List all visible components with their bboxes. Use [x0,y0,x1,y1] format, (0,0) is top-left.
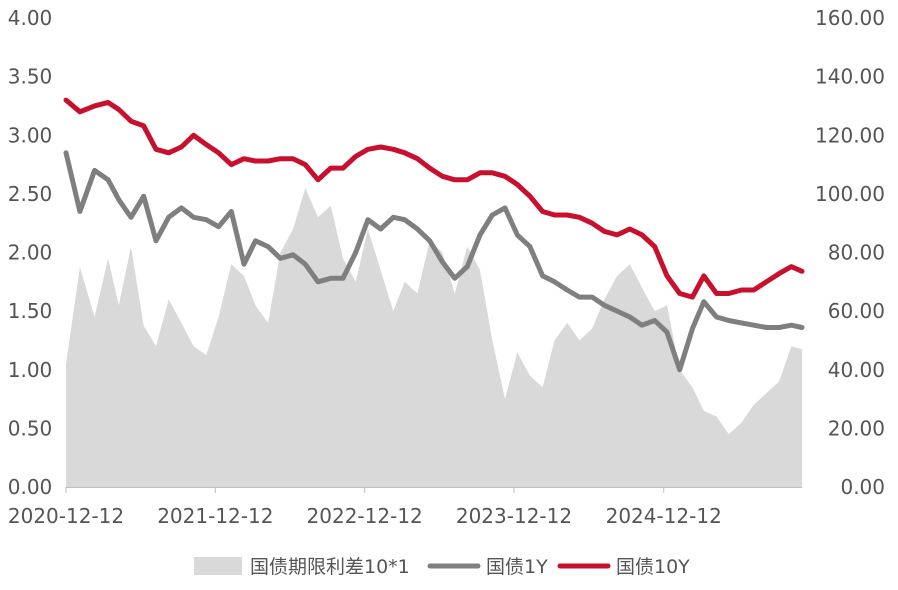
yield-lines-layer [63,97,805,373]
y-left-tick-label: 0.50 [8,416,53,440]
y-right-tick-label: 160.00 [815,6,885,30]
x-tick-label: 2020-12-12 [8,504,124,528]
y-right-tick-label: 80.00 [828,241,885,265]
series-area-spread [66,188,802,487]
y-right-tick-label: 20.00 [828,416,885,440]
spread-area-layer [66,188,802,487]
x-axis-ticks: 2020-12-12 2021-12-12 2022-12-12 2023-12-12… [8,487,722,528]
legend: 国债期限利差10*1 国债1Y 国债10Y [194,556,690,578]
x-tick-label: 2021-12-12 [157,504,273,528]
y-axis-left: 0.00 0.50 1.00 1.50 2.00 2.50 3.00 3.50 4.00 [8,6,53,499]
y-right-tick-label: 120.00 [815,123,885,147]
y-right-tick-label: 140.00 [815,65,885,89]
x-tick-label: 2022-12-12 [307,504,423,528]
y-left-tick-label: 0.00 [8,475,53,499]
y-left-tick-label: 2.00 [8,241,53,265]
legend-label: 国债10Y [616,556,690,578]
y-right-tick-label: 60.00 [828,299,885,323]
y-left-tick-label: 3.50 [8,65,53,89]
x-tick-label: 2023-12-12 [456,504,572,528]
legend-swatch-area [194,557,242,575]
y-left-tick-label: 2.50 [8,182,53,206]
y-right-tick-label: 0.00 [840,475,885,499]
y-left-tick-label: 1.50 [8,299,53,323]
y-left-tick-label: 3.00 [8,123,53,147]
legend-label: 国债期限利差10*1 [250,556,410,578]
y-right-tick-label: 40.00 [828,358,885,382]
y-left-tick-label: 1.00 [8,358,53,382]
series-line-2 [63,97,805,300]
series-line-1 [63,150,805,373]
y-left-tick-label: 4.00 [8,6,53,30]
y-axis-right: 0.00 20.00 40.00 60.00 80.00 100.00 120.00 140.… [815,6,885,499]
legend-label: 国债1Y [486,556,548,578]
y-right-tick-label: 100.00 [815,182,885,206]
x-tick-label: 2024-12-12 [606,504,722,528]
